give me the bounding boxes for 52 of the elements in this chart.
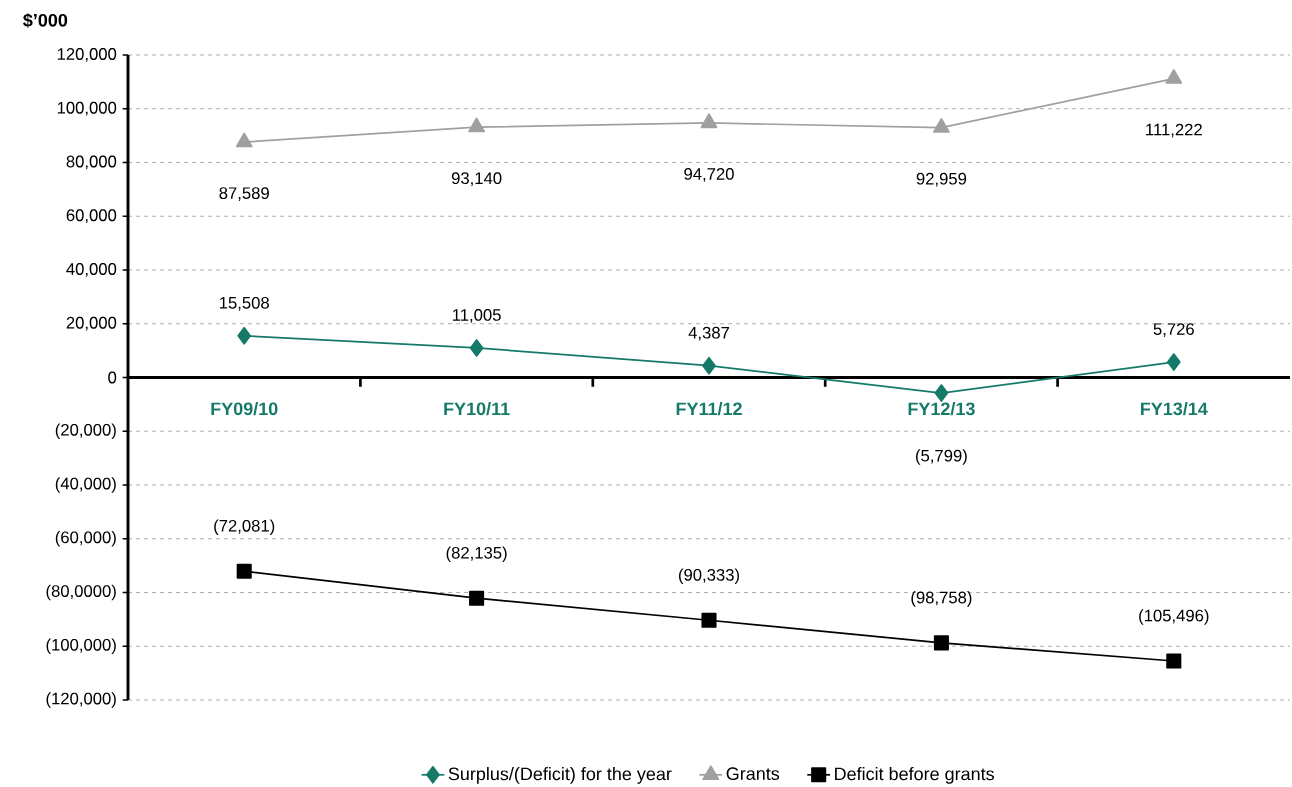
x-tick-label: FY10/11 [444,401,510,416]
point [1166,353,1181,371]
x-tick-label: FY12/13 [908,401,975,416]
y-tick-label: (20,000) [55,423,116,439]
point [237,326,252,345]
point [933,635,949,651]
data-label: 5,726 [1153,323,1194,337]
point [236,563,252,579]
data-label: (105,496) [1139,609,1209,625]
data-label: 4,387 [688,326,730,341]
data-label: (98,758) [911,591,972,607]
point [469,590,485,606]
data-label: 11,005 [453,309,501,323]
point [1165,69,1183,84]
x-tick-label: FY13/14 [1140,401,1208,416]
point [933,118,950,133]
data-label: 92,959 [916,172,967,187]
data-label: (82,135) [446,546,507,562]
x-tick-label: FY11/12 [676,401,742,416]
point [702,356,716,375]
point [235,132,253,148]
point [468,117,485,133]
y-tick-label: 20,000 [66,316,117,331]
legend-label: Surplus/(Deficit) for the year [448,767,672,784]
data-label: 15,508 [219,296,269,311]
point [701,612,717,628]
y-tick-label: 40,000 [66,263,117,277]
legend-label: Deficit before grants [835,767,994,784]
y-tick-label: (120,000) [46,692,116,708]
point [1166,653,1182,669]
y-tick-label: (40,000) [55,477,116,493]
legend-label: Grants [726,767,780,781]
y-tick-label: 100,000 [57,101,117,116]
data-label: 111,222 [1146,123,1202,138]
y-axis-title: $’000 [23,13,68,28]
y-tick-label: (100,000) [46,638,116,654]
point [700,113,718,129]
x-tick-label: FY09/10 [211,401,278,416]
y-tick-label: 80,000 [66,155,117,170]
data-label: (72,081) [214,519,275,535]
y-tick-label: (80,0000) [46,584,116,601]
y-tick-label: (60,000) [55,530,116,547]
data-label: 87,589 [219,187,269,201]
point [934,384,949,402]
point [469,339,484,357]
y-tick-label: 60,000 [66,209,117,224]
data-label: (5,799) [916,449,967,465]
data-label: 93,140 [451,172,502,187]
y-tick-label: 120,000 [57,48,117,62]
data-label: 94,720 [684,168,734,182]
y-tick-label: 0 [108,371,117,384]
data-label: (90,333) [678,568,739,585]
